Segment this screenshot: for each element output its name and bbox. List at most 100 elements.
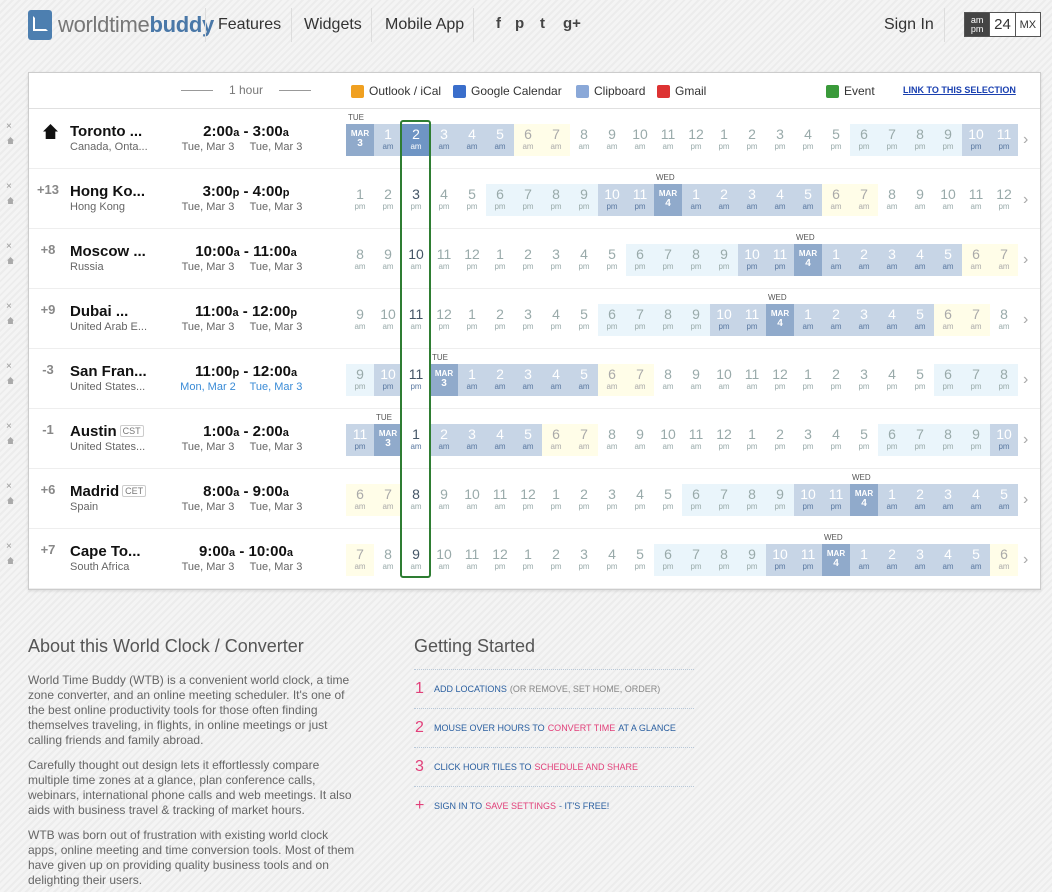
day-marker-tile[interactable]: MAR 4 (766, 304, 794, 336)
hour-tile[interactable]: 4 am (542, 364, 570, 396)
getting-started-item[interactable]: + SIGN IN TO SAVE SETTINGS - IT'S FREE! (414, 786, 694, 825)
hour-tile[interactable]: 2 am (878, 544, 906, 576)
city-name[interactable]: Toronto ... (70, 123, 143, 140)
hour-tile[interactable]: 10 pm (990, 424, 1018, 456)
hour-tile[interactable]: 8 am (598, 424, 626, 456)
hour-tile[interactable]: 2 am (402, 124, 430, 156)
hour-tile[interactable]: 6 am (598, 364, 626, 396)
hour-tile[interactable]: 4 am (766, 184, 794, 216)
google-plus-icon[interactable]: g+ (563, 15, 581, 32)
link-to-selection[interactable]: LINK TO THIS SELECTION (903, 85, 1016, 95)
hour-tile[interactable]: 11 pm (990, 124, 1018, 156)
hour-tile[interactable]: 7 am (570, 424, 598, 456)
hour-tile[interactable]: 5 am (990, 484, 1018, 516)
hour-tile[interactable]: 5 am (934, 244, 962, 276)
hour-tile[interactable]: 4 pm (598, 544, 626, 576)
hour-tile[interactable]: 1 pm (710, 124, 738, 156)
hour-tile[interactable]: 10 pm (710, 304, 738, 336)
hour-tile[interactable]: 4 pm (878, 364, 906, 396)
hour-tile[interactable]: 1 pm (458, 304, 486, 336)
hour-tile[interactable]: 1 pm (486, 244, 514, 276)
hour-tile[interactable]: 4 pm (542, 304, 570, 336)
hour-tile[interactable]: 4 am (962, 484, 990, 516)
hour-tile[interactable]: 9 pm (682, 304, 710, 336)
hour-tile[interactable]: 11 pm (402, 364, 430, 396)
hour-tile[interactable]: 8 am (346, 244, 374, 276)
hour-tile[interactable]: 7 pm (878, 124, 906, 156)
hour-tile[interactable]: 9 pm (934, 124, 962, 156)
clipboard-button[interactable]: Clipboard (576, 84, 645, 98)
hour-tile[interactable]: 11 am (430, 244, 458, 276)
hour-tile[interactable]: 6 pm (878, 424, 906, 456)
getting-started-item[interactable]: 2 MOUSE OVER HOURS TO CONVERT TIME AT A GLA… (414, 708, 694, 747)
hour-tile[interactable]: 7 pm (710, 484, 738, 516)
nav-mobile-app[interactable]: Mobile App (385, 16, 465, 33)
hour-tile[interactable]: 5 pm (570, 304, 598, 336)
remove-location-icon[interactable]: × (6, 121, 12, 132)
chevron-right-icon[interactable]: › (1023, 131, 1029, 148)
google-calendar-button[interactable]: Google Calendar (453, 84, 562, 98)
hour-tile[interactable]: 7 pm (654, 244, 682, 276)
hour-tile[interactable]: 6 am (346, 484, 374, 516)
hour-tile[interactable]: 3 pm (514, 304, 542, 336)
hour-tile[interactable]: 3 am (458, 424, 486, 456)
hour-tile[interactable]: 6 pm (486, 184, 514, 216)
hour-tile[interactable]: 11 am (654, 124, 682, 156)
hour-tile[interactable]: 9 am (626, 424, 654, 456)
hour-tile[interactable]: 6 am (822, 184, 850, 216)
hour-tile[interactable]: 4 am (878, 304, 906, 336)
city-name[interactable]: Madrid CET (70, 483, 147, 500)
chevron-right-icon[interactable]: › (1023, 491, 1029, 508)
hour-tile[interactable]: 7 pm (626, 304, 654, 336)
city-name[interactable]: Hong Ko... (70, 183, 145, 200)
hour-tile[interactable]: 3 pm (402, 184, 430, 216)
hour-tile[interactable]: 3 pm (794, 424, 822, 456)
hour-tile[interactable]: 1 pm (738, 424, 766, 456)
outlook-ical-button[interactable]: Outlook / iCal (351, 84, 441, 98)
chevron-right-icon[interactable]: › (1023, 551, 1029, 568)
hour-tile[interactable]: 7 am (346, 544, 374, 576)
hour-tile[interactable]: 7 pm (906, 424, 934, 456)
set-home-icon[interactable] (7, 377, 14, 384)
twitter-icon[interactable]: t (540, 15, 545, 32)
day-marker-tile[interactable]: MAR 3 (374, 424, 402, 456)
hour-tile[interactable]: 9 pm (766, 484, 794, 516)
hour-tile[interactable]: 4 pm (626, 484, 654, 516)
hour-tile[interactable]: 1 pm (346, 184, 374, 216)
hour-tile[interactable]: 5 am (486, 124, 514, 156)
facebook-icon[interactable]: f (496, 15, 501, 32)
remove-location-icon[interactable]: × (6, 301, 12, 312)
hour-tile[interactable]: 3 am (738, 184, 766, 216)
remove-location-icon[interactable]: × (6, 541, 12, 552)
hour-tile[interactable]: 3 am (514, 364, 542, 396)
hour-tile[interactable]: 7 am (542, 124, 570, 156)
hour-tile[interactable]: 12 pm (682, 124, 710, 156)
hour-tile[interactable]: 7 pm (962, 364, 990, 396)
hour-tile[interactable]: 9 am (682, 364, 710, 396)
hour-tile[interactable]: 8 pm (682, 244, 710, 276)
hour-tile[interactable]: 4 am (458, 124, 486, 156)
sign-in-link[interactable]: Sign In (884, 16, 934, 33)
hour-tile[interactable]: 6 am (542, 424, 570, 456)
hour-tile[interactable]: 7 am (962, 304, 990, 336)
hour-tile[interactable]: 3 am (430, 124, 458, 156)
24h-format-button[interactable]: 24 (990, 13, 1016, 36)
hour-tile[interactable]: 9 pm (346, 364, 374, 396)
hour-tile[interactable]: 11 am (402, 304, 430, 336)
nav-features[interactable]: Features (218, 16, 282, 33)
hour-tile[interactable]: 2 pm (738, 124, 766, 156)
hour-tile[interactable]: 8 am (570, 124, 598, 156)
remove-location-icon[interactable]: × (6, 361, 12, 372)
hour-tile[interactable]: 10 am (402, 244, 430, 276)
hour-tile[interactable]: 9 am (402, 544, 430, 576)
remove-location-icon[interactable]: × (6, 421, 12, 432)
chevron-right-icon[interactable]: › (1023, 191, 1029, 208)
city-name[interactable]: Moscow ... (70, 243, 146, 260)
hour-tile[interactable]: 5 pm (850, 424, 878, 456)
set-home-icon[interactable] (7, 317, 14, 324)
set-home-icon[interactable] (7, 497, 14, 504)
set-home-icon[interactable] (7, 257, 14, 264)
day-marker-tile[interactable]: MAR 4 (794, 244, 822, 276)
hour-tile[interactable]: 2 pm (822, 364, 850, 396)
hour-tile[interactable]: 1 am (458, 364, 486, 396)
